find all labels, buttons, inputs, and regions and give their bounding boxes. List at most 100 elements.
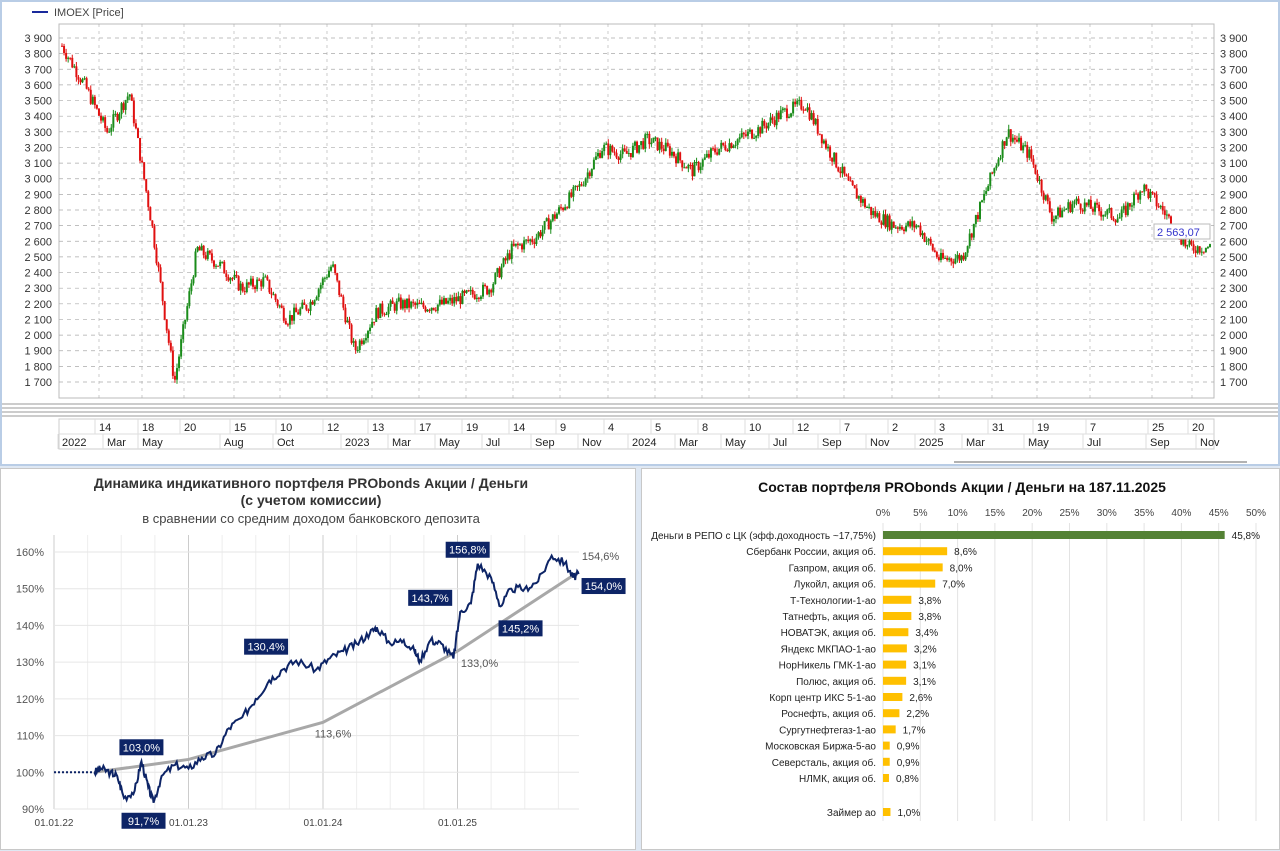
candle-down bbox=[576, 185, 579, 187]
bar bbox=[883, 741, 890, 750]
candle-down bbox=[202, 245, 205, 256]
candle-up bbox=[701, 159, 704, 167]
time-axis-day: 2 bbox=[892, 422, 898, 434]
candle-down bbox=[1169, 216, 1172, 229]
candle-down bbox=[785, 108, 788, 118]
time-axis-day: 12 bbox=[327, 422, 339, 434]
y-tick: 100% bbox=[16, 767, 44, 779]
data-label-box bbox=[408, 589, 453, 606]
candle-up bbox=[944, 257, 947, 259]
x-tick: 01.01.25 bbox=[438, 818, 477, 829]
candle-down bbox=[432, 307, 435, 310]
candle-up bbox=[827, 146, 830, 149]
y-tick: 160% bbox=[16, 547, 44, 559]
candle-up bbox=[833, 152, 836, 162]
candle-down bbox=[933, 250, 936, 252]
y-tick-left: 3 500 bbox=[24, 96, 52, 108]
time-axis-month: Sep bbox=[822, 437, 842, 449]
bar-value-label: 8,0% bbox=[950, 563, 973, 574]
candle-up bbox=[720, 142, 723, 149]
time-axis-month: Mar bbox=[392, 437, 411, 449]
candle-up bbox=[475, 297, 478, 300]
candle-up bbox=[783, 108, 786, 110]
y-tick-left: 2 200 bbox=[24, 299, 52, 311]
candle-up bbox=[921, 233, 924, 236]
candle-down bbox=[340, 295, 343, 297]
candle-down bbox=[562, 207, 565, 210]
candle-up bbox=[219, 261, 222, 267]
candle-up bbox=[245, 282, 248, 293]
candle-up bbox=[537, 232, 540, 238]
y-tick-left: 3 600 bbox=[24, 80, 52, 92]
candle-up bbox=[640, 141, 643, 146]
candle-down bbox=[1192, 244, 1195, 251]
bar bbox=[883, 547, 948, 556]
bar-value-label: 3,8% bbox=[918, 596, 941, 607]
candle-down bbox=[691, 164, 694, 177]
data-label-box bbox=[121, 812, 166, 829]
candle-up bbox=[120, 103, 123, 115]
y-tick-left: 3 200 bbox=[24, 142, 52, 154]
candle-up bbox=[299, 308, 302, 315]
candle-up bbox=[652, 137, 655, 143]
candle-up bbox=[911, 221, 914, 227]
candle-up bbox=[1024, 145, 1027, 147]
candle-up bbox=[118, 114, 121, 121]
y-tick-right: 3 400 bbox=[1220, 111, 1248, 123]
candle-down bbox=[1202, 251, 1205, 253]
candle-down bbox=[800, 99, 803, 110]
candle-up bbox=[736, 139, 739, 145]
candle-down bbox=[843, 166, 846, 175]
candle-up bbox=[239, 283, 242, 291]
candle-up bbox=[814, 118, 817, 125]
bar bbox=[883, 709, 900, 718]
bar-category-label: Корп центр ИКС 5-1-ао bbox=[769, 693, 876, 704]
candle-down bbox=[751, 129, 754, 139]
candle-down bbox=[1147, 189, 1150, 199]
candle-up bbox=[397, 297, 400, 302]
candle-down bbox=[991, 172, 994, 174]
x-tick: 01.01.23 bbox=[169, 818, 208, 829]
candle-down bbox=[266, 276, 269, 280]
candle-down bbox=[132, 100, 135, 124]
candle-down bbox=[155, 247, 158, 264]
candle-up bbox=[1071, 204, 1074, 213]
y-tick-left: 2 600 bbox=[24, 236, 52, 248]
candle-down bbox=[851, 180, 854, 186]
candle-down bbox=[935, 251, 938, 258]
candle-down bbox=[512, 243, 515, 246]
candle-down bbox=[145, 179, 148, 192]
candle-up bbox=[73, 66, 76, 68]
y-tick-right: 3 600 bbox=[1220, 80, 1248, 92]
candle-down bbox=[1098, 204, 1101, 212]
candle-up bbox=[1073, 201, 1076, 205]
bar-value-label: 3,4% bbox=[915, 628, 938, 639]
candle-down bbox=[1081, 209, 1084, 212]
imoex-price-chart[interactable]: IMOEX [Price] 3 900 3 900 3 800 3 800 3 700 3 … bbox=[2, 2, 1278, 464]
candle-up bbox=[1159, 205, 1162, 208]
candle-up bbox=[1196, 246, 1199, 254]
candle-up bbox=[469, 289, 472, 292]
candle-down bbox=[660, 141, 663, 149]
candle-down bbox=[1069, 202, 1072, 213]
bar bbox=[883, 676, 907, 685]
bar-category-label: Полюс, акция об. bbox=[796, 676, 876, 688]
candle-up bbox=[453, 296, 456, 304]
bar-category-label: Т-Технологии-1-ао bbox=[790, 596, 876, 607]
x-tick: 0% bbox=[876, 508, 891, 519]
candle-down bbox=[625, 150, 628, 154]
candle-down bbox=[839, 171, 842, 174]
candle-down bbox=[342, 296, 345, 308]
candle-down bbox=[504, 258, 507, 261]
x-tick: 30% bbox=[1097, 508, 1117, 519]
candle-down bbox=[1034, 164, 1037, 174]
candle-down bbox=[835, 152, 838, 168]
candle-down bbox=[808, 107, 811, 120]
candle-up bbox=[178, 356, 181, 369]
candle-down bbox=[611, 145, 614, 152]
candle-down bbox=[656, 137, 659, 151]
candle-down bbox=[802, 109, 805, 111]
candle-up bbox=[905, 225, 908, 232]
time-axis-month: 2022 bbox=[62, 437, 86, 449]
candle-down bbox=[116, 113, 119, 121]
